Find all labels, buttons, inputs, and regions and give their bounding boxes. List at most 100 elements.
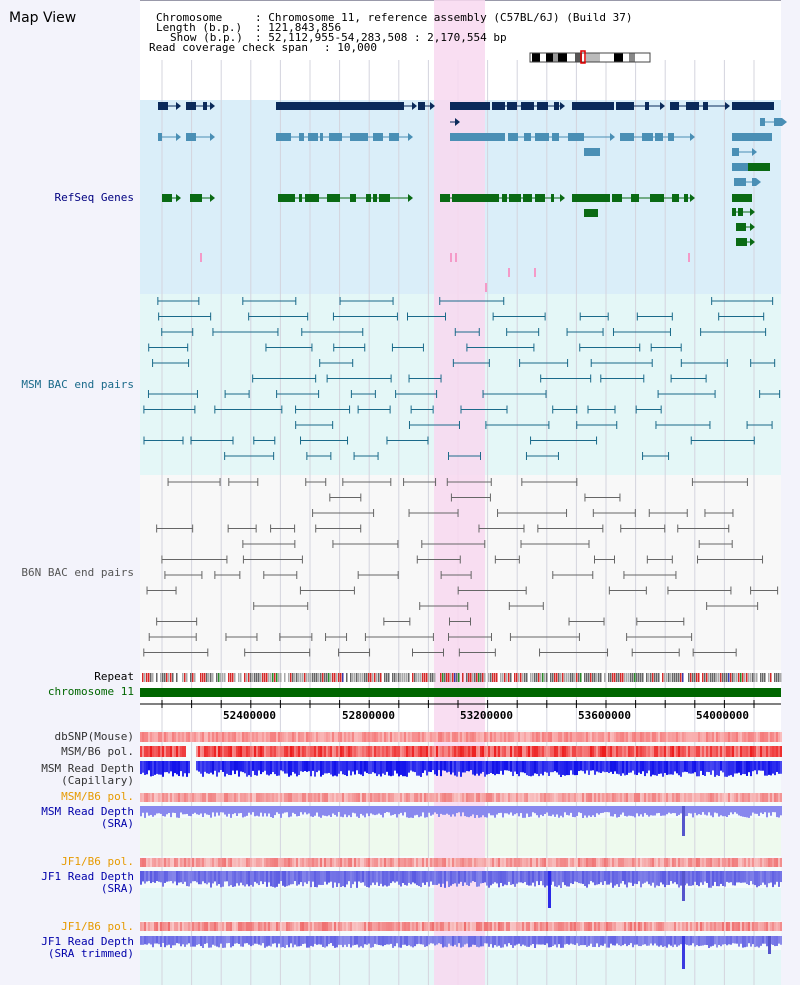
jf1-depth-trimmed-bar [530,936,532,946]
jf1-depth-sra-bar [718,871,720,887]
dbsnp-density-cell [236,732,238,742]
label-jf1-b6-pol-2[interactable]: JF1/B6 pol. [61,920,134,933]
msm-b6-pol-cell [756,746,758,757]
msm-b6-pol-cell [358,746,360,757]
msm-depth-sra-bar [518,806,520,817]
msm-b6-pol-cell [676,746,678,757]
jf1-b6-pol-trimmed-cell [662,922,664,931]
msm-b6-pol-sra-cell [414,793,416,802]
jf1-b6-pol-cell [168,858,170,867]
msm-b6-pol-cell [450,746,452,757]
jf1-depth-trimmed-bar [738,936,740,947]
jf1-b6-pol-cell [670,858,672,867]
msm-b6-pol-sra-cell [228,793,230,802]
msm-depth-capillary-bar [522,761,524,773]
jf1-b6-pol-trimmed-cell [628,922,630,931]
msm-depth-sra-bar [720,806,722,816]
jf1-depth-trimmed-bar [662,936,664,947]
msm-b6-pol-cell [566,746,568,757]
msm-depth-sra-bar [726,806,728,818]
dbsnp-density-cell [598,732,600,742]
label-jf1-read-depth-sra[interactable]: JF1 Read Depth (SRA) [41,870,134,895]
jf1-depth-sra-bar [608,871,610,885]
jf1-b6-pol-trimmed-cell [378,922,380,931]
repeat-element [322,673,324,682]
msm-b6-pol-sra-cell [232,793,234,802]
dbsnp-density-cell [448,732,450,742]
jf1-depth-trimmed-bar [192,936,194,947]
msm-depth-sra-bar [616,806,618,818]
dbsnp-density-cell [394,732,396,742]
label-msm-read-depth-capillary[interactable]: MSM Read Depth (Capillary) [41,762,134,787]
jf1-depth-trimmed-bar [664,936,666,947]
dbsnp-density-cell [286,732,288,742]
msm-b6-pol-cell [650,746,652,757]
jf1-depth-sra-bar [394,871,396,883]
msm-b6-pol-sra-cell [530,793,532,802]
msm-b6-pol-sra-cell [722,793,724,802]
msm-b6-pol-sra-cell [218,793,220,802]
label-b6n-bac-end-pairs[interactable]: B6N BAC end pairs [21,566,134,579]
msm-depth-sra-bar [420,806,422,817]
jf1-depth-sra-bar [174,871,176,882]
label-dbsnp-mouse[interactable]: dbSNP(Mouse) [54,730,134,743]
msm-depth-sra-bar [258,806,260,817]
jf1-depth-trimmed-bar [712,936,714,946]
jf1-b6-pol-trimmed-cell [262,922,264,931]
jf1-depth-sra-bar [404,871,406,885]
msm-depth-sra-bar [250,806,252,815]
jf1-b6-pol-cell [248,858,250,867]
msm-depth-sra-bar [364,806,366,818]
jf1-depth-trimmed-bar [284,936,286,948]
chromosome-value: : Chromosome 11, reference assembly (C57… [255,11,633,24]
label-msm-b6-pol-1[interactable]: MSM/B6 pol. [61,745,134,758]
msm-b6-pol-sra-cell [382,793,384,802]
label-refseq-genes[interactable]: RefSeq Genes [54,191,134,204]
msm-b6-pol-cell [502,746,504,757]
jf1-depth-sra-bar [512,871,514,885]
jf1-depth-sra-bar [222,871,224,887]
jf1-b6-pol-trimmed-cell [752,922,754,931]
msm-b6-pol-sra-cell [622,793,624,802]
jf1-depth-trimmed-bar [356,936,358,945]
label-msm-b6-pol-2[interactable]: MSM/B6 pol. [61,790,134,803]
jf1-depth-trimmed-bar [302,936,304,945]
jf1-b6-pol-trimmed-cell [712,922,714,931]
jf1-b6-pol-trimmed-cell [248,922,250,931]
label-msm-read-depth-sra[interactable]: MSM Read Depth (SRA) [41,805,134,830]
msm-b6-pol-cell [340,746,342,757]
jf1-b6-pol-cell [184,858,186,867]
msm-depth-sra-bar [500,806,502,813]
ideogram-band [623,53,629,62]
msm-b6-pol-cell [374,746,376,757]
msm-depth-sra-bar [530,806,532,817]
repeat-element [514,673,516,682]
repeat-element [388,673,390,682]
jf1-b6-pol-cell [584,858,586,867]
dbsnp-density-cell [408,732,410,742]
msm-b6-pol-sra-cell [514,793,516,802]
jf1-b6-pol-cell [144,858,146,867]
label-jf1-read-depth-sra-trimmed[interactable]: JF1 Read Depth (SRA trimmed) [41,935,134,960]
msm-depth-sra-bar [780,806,782,816]
msm-depth-capillary-bar [436,761,438,776]
msm-b6-pol-cell [594,746,596,757]
jf1-depth-trimmed-bar [596,936,598,944]
label-msm-bac-end-pairs[interactable]: MSM BAC end pairs [21,378,134,391]
msm-depth-capillary-bar [476,761,478,774]
label-jf1-b6-pol-1[interactable]: JF1/B6 pol. [61,855,134,868]
jf1-depth-sra-bar [356,871,358,888]
dbsnp-density-cell [344,732,346,742]
jf1-depth-trimmed-bar [410,936,412,947]
msm-depth-capillary-bar [182,761,184,777]
dbsnp-density-cell [300,732,302,742]
msm-b6-pol-cell [312,746,314,757]
jf1-depth-sra-bar [592,871,594,883]
repeat-element [152,673,154,682]
jf1-depth-sra-bar [384,871,386,886]
jf1-depth-sra-bar [358,871,360,882]
jf1-b6-pol-cell [242,858,244,867]
jf1-b6-pol-trimmed-cell [768,922,770,931]
msm-b6-pol-cell [180,746,182,757]
